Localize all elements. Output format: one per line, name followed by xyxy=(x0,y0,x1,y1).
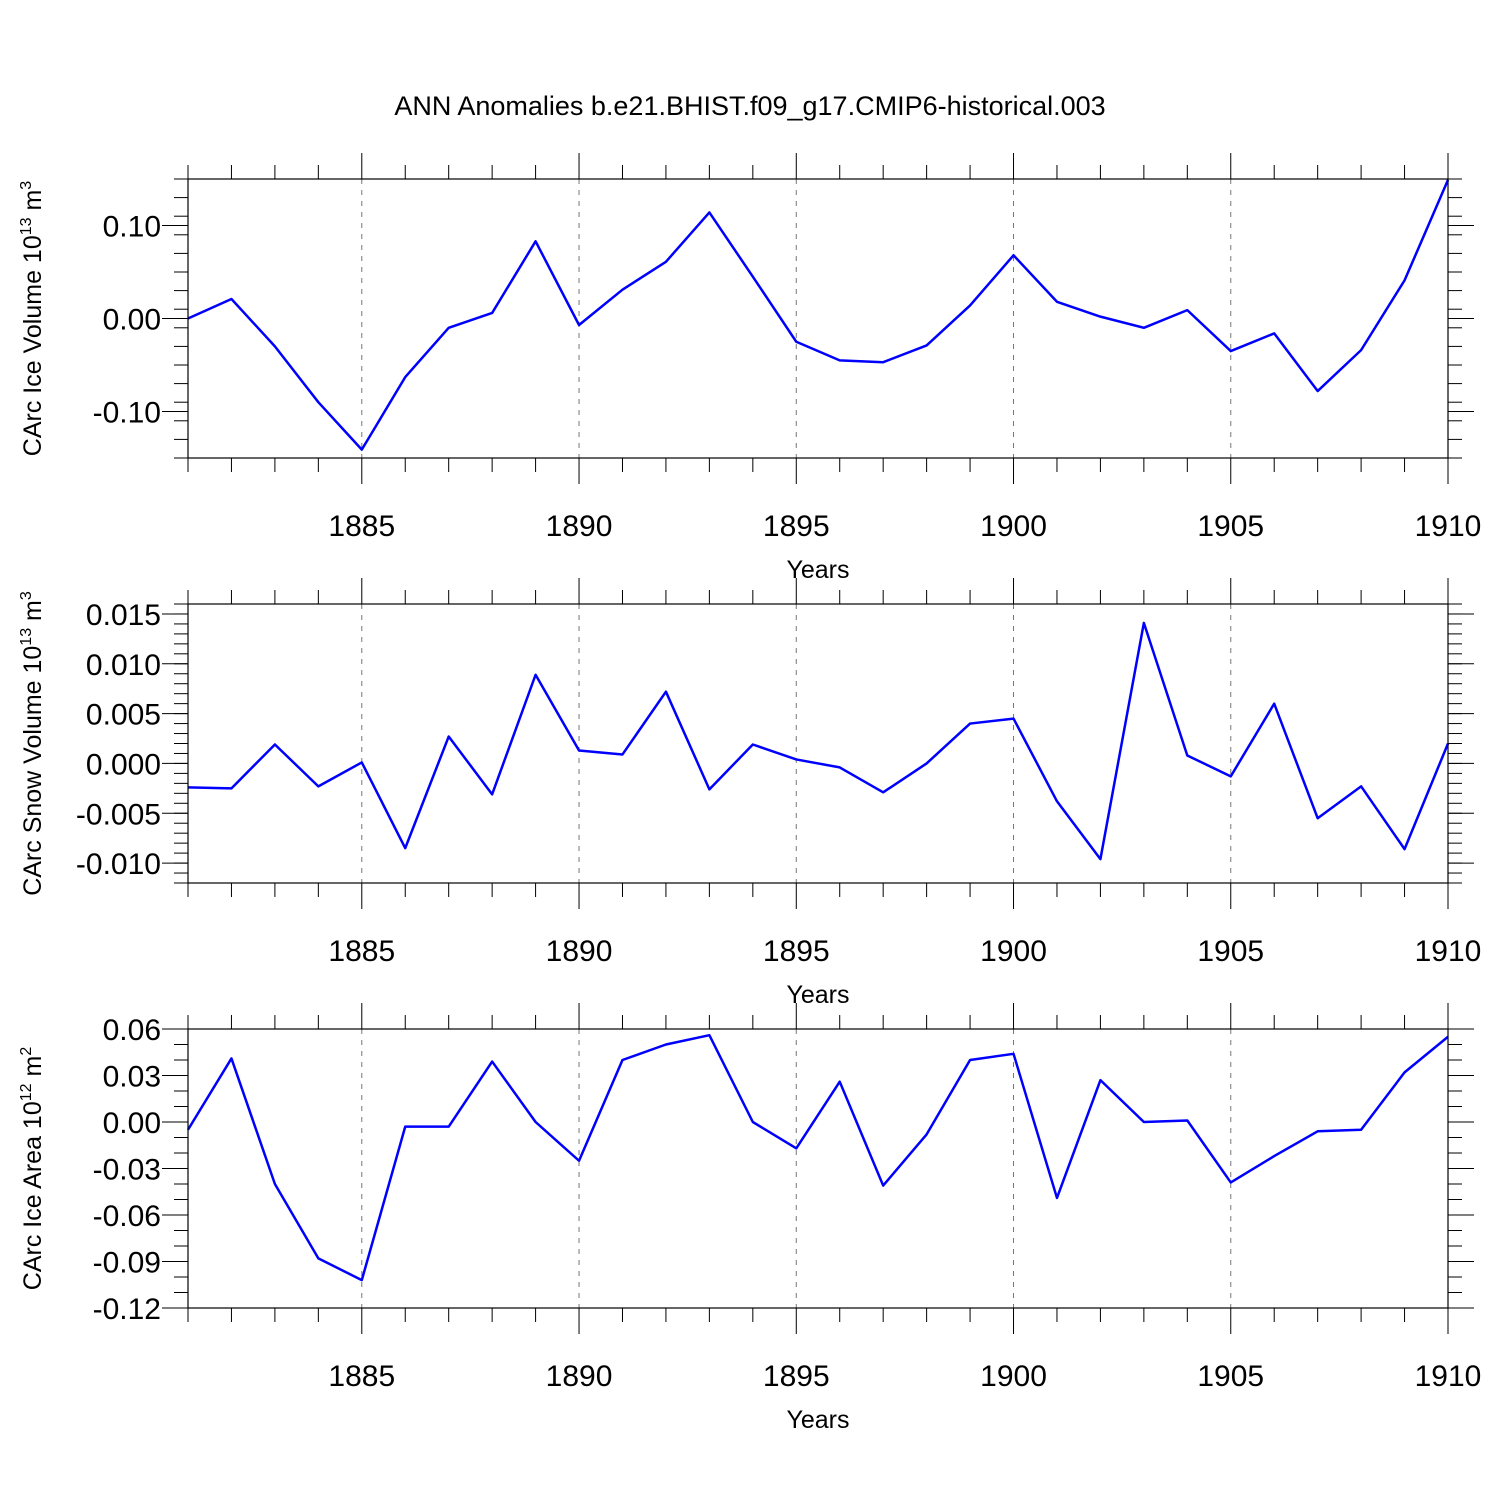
x-tick-label: 1900 xyxy=(980,510,1047,543)
plot-frame xyxy=(187,178,1449,459)
panel-snow-volume: -0.010 -0.005 0.000 0.005 0.010 0.015 1885 1890… xyxy=(18,578,1481,1009)
series-line-snow-volume xyxy=(187,621,1450,861)
y-axis-label: CArc Ice Area 1012 m2 xyxy=(18,1047,47,1291)
panel-ice-area: -0.12 -0.09 -0.06 -0.03 0.00 0.03 0.06 1885 1890… xyxy=(18,1003,1481,1434)
y-axis-label: CArc Ice Volume 1013 m3 xyxy=(18,181,47,457)
series-line-ice-area xyxy=(186,1033,1449,1282)
x-tick-label: 1910 xyxy=(1415,1360,1482,1393)
x-tick-label: 1895 xyxy=(763,1360,830,1393)
y-tick-label: 0.00 xyxy=(103,1107,161,1140)
x-tick-label: 1885 xyxy=(328,935,395,968)
y-tick-label: -0.06 xyxy=(93,1200,161,1233)
y-tick-label: -0.010 xyxy=(76,848,161,881)
y-tick-label: -0.09 xyxy=(93,1247,161,1280)
y-tick-label: 0.10 xyxy=(103,211,161,244)
y-tick-label: 0.00 xyxy=(103,304,161,337)
x-tick-label: 1895 xyxy=(763,935,830,968)
y-tick-label: 0.03 xyxy=(103,1061,161,1094)
x-tick-label: 1895 xyxy=(763,510,830,543)
x-tick-label: 1890 xyxy=(546,1360,613,1393)
plot-frame xyxy=(187,1028,1449,1309)
y-tick-label: 0.005 xyxy=(86,699,161,732)
y-tick-label: -0.03 xyxy=(93,1154,161,1187)
x-axis-label: Years xyxy=(786,556,849,584)
x-tick-label: 1885 xyxy=(328,1360,395,1393)
x-tick-label: 1905 xyxy=(1197,1360,1264,1393)
plot-frame xyxy=(187,603,1449,884)
panel-ice-volume: -0.10 0.00 0.10 1885 1890 1895 1900 1905 1910 Yea… xyxy=(18,153,1481,584)
x-axis-label: Years xyxy=(786,1406,849,1434)
x-tick-label: 1900 xyxy=(980,935,1047,968)
y-tick-label: 0.000 xyxy=(86,748,161,781)
x-tick-label: 1890 xyxy=(546,510,613,543)
x-tick-label: 1910 xyxy=(1415,935,1482,968)
series-line-ice-volume xyxy=(187,179,1450,451)
y-tick-label: 0.015 xyxy=(86,599,161,632)
x-tick-label: 1905 xyxy=(1197,935,1264,968)
x-axis-label: Years xyxy=(786,981,849,1009)
x-tick-label: 1910 xyxy=(1415,510,1482,543)
y-tick-label: -0.12 xyxy=(93,1293,161,1326)
x-tick-label: 1905 xyxy=(1197,510,1264,543)
x-tick-label: 1900 xyxy=(980,1360,1047,1393)
y-tick-label: -0.10 xyxy=(93,397,161,430)
y-axis-label: CArc Snow Volume 1013 m3 xyxy=(18,591,47,896)
x-tick-label: 1885 xyxy=(328,510,395,543)
y-tick-label: -0.005 xyxy=(76,798,161,831)
x-tick-label: 1890 xyxy=(546,935,613,968)
y-tick-label: 0.06 xyxy=(103,1014,161,1047)
chart-title: ANN Anomalies b.e21.BHIST.f09_g17.CMIP6-… xyxy=(394,91,1105,121)
y-tick-label: 0.010 xyxy=(86,649,161,682)
